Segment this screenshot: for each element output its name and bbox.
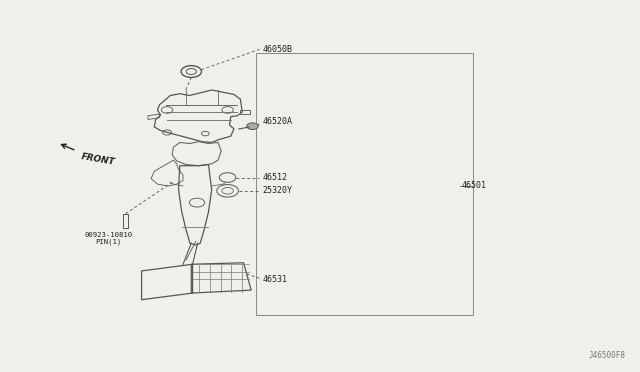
Text: PIN(1): PIN(1): [95, 238, 122, 245]
Bar: [123, 214, 128, 228]
Text: 46531: 46531: [262, 275, 287, 283]
Text: FRONT: FRONT: [81, 152, 116, 167]
Text: J46500F8: J46500F8: [589, 351, 626, 360]
Circle shape: [246, 123, 258, 129]
Text: 46520A: 46520A: [262, 117, 292, 126]
Text: 25320Y: 25320Y: [262, 186, 292, 195]
Bar: [256, 53, 473, 315]
Text: 46050B: 46050B: [262, 45, 292, 54]
Text: 46512: 46512: [262, 173, 287, 182]
Text: 46501: 46501: [461, 182, 486, 190]
Text: 00923-10810: 00923-10810: [84, 232, 132, 238]
